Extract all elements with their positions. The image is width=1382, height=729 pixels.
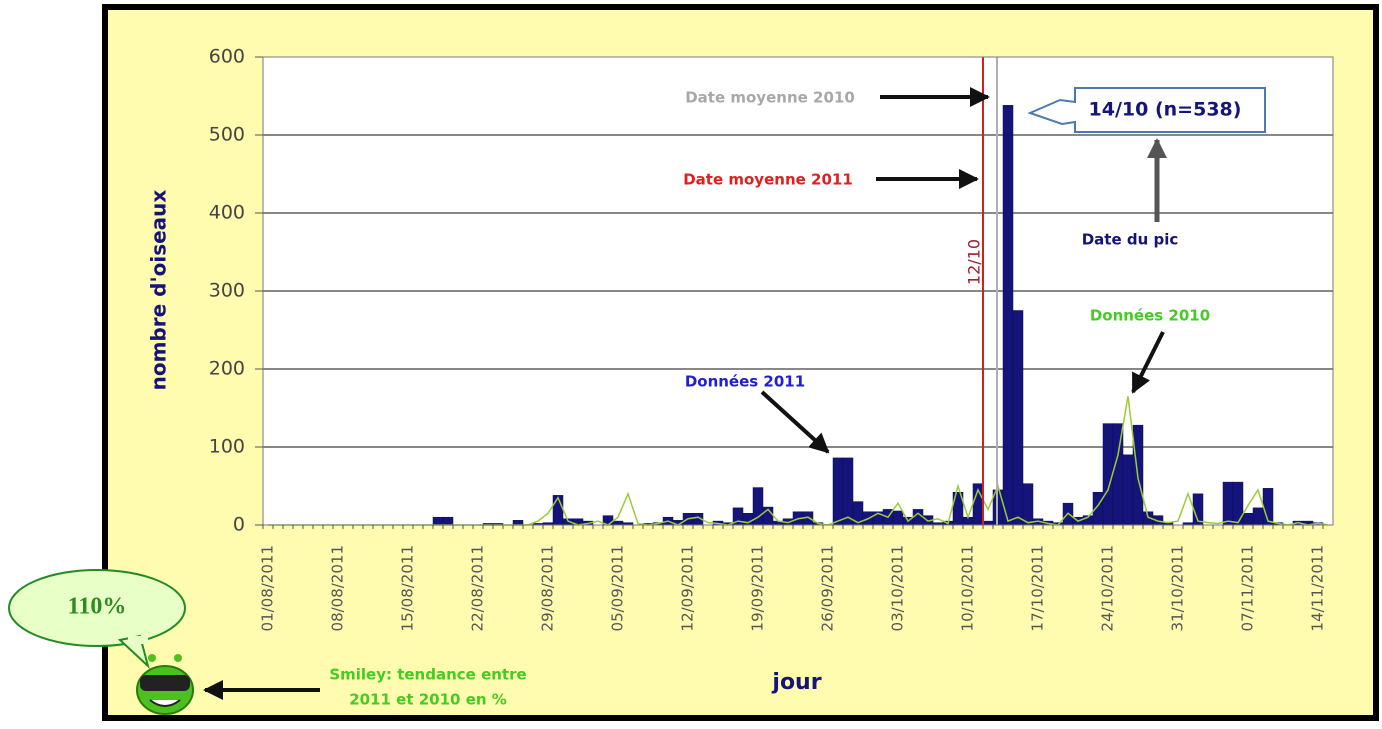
bar	[1022, 483, 1034, 526]
x-tick-label: 08/08/2011	[329, 545, 347, 631]
speech-bubble	[8, 569, 186, 647]
bubble-fill	[128, 636, 148, 644]
ref-tag: 12/10	[965, 239, 984, 285]
peak-label: 14/10 (n=538)	[1089, 99, 1242, 121]
y-tick-label: 300	[209, 280, 245, 302]
y-tick-label: 200	[209, 358, 245, 380]
x-tick-label: 19/09/2011	[749, 545, 767, 631]
x-tick-label: 26/09/2011	[819, 545, 837, 631]
bar	[1012, 310, 1024, 526]
y-axis-label: nombre d'oiseaux	[147, 190, 171, 391]
x-tick-label: 29/08/2011	[539, 545, 557, 631]
x-tick-label: 17/10/2011	[1029, 545, 1047, 631]
x-tick-label: 05/09/2011	[609, 545, 627, 631]
bar	[832, 457, 844, 526]
bar	[892, 510, 904, 526]
y-tick-label: 400	[209, 202, 245, 224]
bar	[1232, 481, 1244, 526]
y-tick-label: 100	[209, 436, 245, 458]
bar	[432, 516, 444, 526]
trend-note: Smiley: tendance entre	[329, 666, 526, 684]
arrow	[760, 390, 830, 454]
annotation: Données 2010	[1090, 307, 1210, 325]
y-tick-label: 600	[209, 46, 245, 68]
bar	[1112, 423, 1124, 526]
bar	[612, 520, 624, 526]
arrow	[1131, 331, 1165, 394]
bar	[1002, 105, 1014, 526]
x-tick-label: 10/10/2011	[959, 545, 977, 631]
bar	[552, 495, 564, 526]
y-tick-label: 500	[209, 124, 245, 146]
bar	[442, 516, 454, 526]
bar	[912, 509, 924, 526]
x-tick-label: 15/08/2011	[399, 545, 417, 631]
peak-note: Date du pic	[1082, 231, 1179, 249]
x-tick-label: 03/10/2011	[889, 545, 907, 631]
x-tick-label: 24/10/2011	[1099, 545, 1117, 631]
x-tick-label: 12/09/2011	[679, 545, 697, 631]
x-axis-label: jour	[771, 670, 821, 695]
bar	[1102, 423, 1114, 526]
bar	[842, 457, 854, 526]
bar	[982, 520, 994, 526]
annotation: Données 2011	[685, 373, 805, 391]
x-tick-label: 14/11/2011	[1309, 545, 1327, 631]
x-tick-label: 22/08/2011	[469, 545, 487, 631]
bar	[1122, 454, 1134, 526]
trend-note: 2011 et 2010 en %	[349, 691, 507, 709]
x-tick-label: 01/08/2011	[259, 545, 277, 631]
trend-value: 110%	[68, 594, 127, 620]
x-tick-label: 07/11/2011	[1239, 545, 1257, 631]
y-tick-label: 0	[233, 514, 245, 536]
smiley-icon	[136, 654, 194, 715]
callout-box	[1027, 87, 1266, 133]
x-tick-label: 31/10/2011	[1169, 545, 1187, 631]
bar	[1252, 507, 1264, 526]
bar	[1242, 513, 1254, 526]
annotation: Date moyenne 2011	[683, 171, 853, 189]
annotation: Date moyenne 2010	[685, 89, 855, 107]
bar	[1222, 481, 1234, 526]
